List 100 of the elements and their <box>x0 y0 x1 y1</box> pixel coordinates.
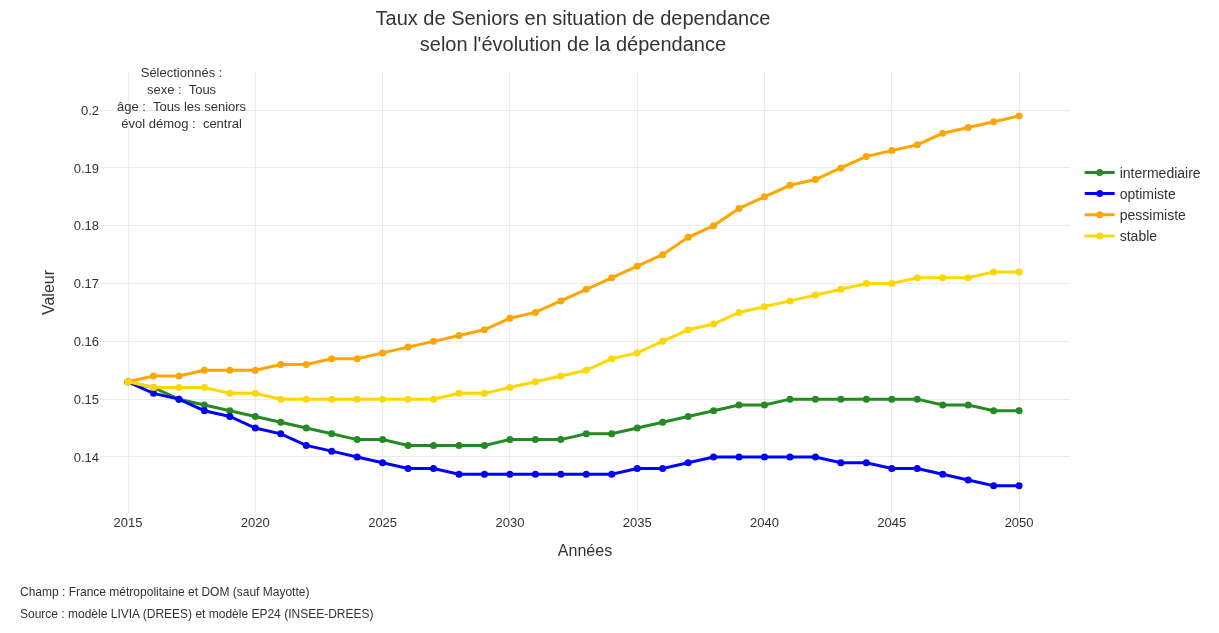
point <box>302 441 310 449</box>
point <box>328 355 336 363</box>
point <box>837 285 845 293</box>
point <box>786 453 794 461</box>
point <box>379 459 387 467</box>
point <box>760 453 768 461</box>
point <box>964 123 972 131</box>
point <box>735 308 743 316</box>
point <box>404 395 412 403</box>
y-tick-label: 0.18 <box>73 218 99 234</box>
y-tick-label: 0.14 <box>73 449 99 465</box>
point <box>837 395 845 403</box>
point <box>913 141 921 149</box>
legend-label: pessimiste <box>1119 207 1187 224</box>
point <box>277 395 285 403</box>
point <box>557 436 565 444</box>
point <box>608 470 616 478</box>
point <box>226 407 234 415</box>
point <box>404 441 412 449</box>
point <box>353 395 361 403</box>
point <box>659 418 667 426</box>
point <box>251 366 259 374</box>
point <box>862 395 870 403</box>
point <box>226 366 234 374</box>
point <box>353 436 361 444</box>
point <box>328 447 336 455</box>
point <box>480 470 488 478</box>
point <box>684 326 692 334</box>
point <box>684 233 692 241</box>
annotation: Sélectionnés : sexe : Tous âge : Tous les seniors évol démog : central <box>117 65 247 131</box>
point <box>862 152 870 160</box>
point <box>811 453 819 461</box>
point <box>964 401 972 409</box>
point <box>1015 407 1023 415</box>
point <box>786 181 794 189</box>
point <box>913 395 921 403</box>
point <box>531 436 539 444</box>
point <box>760 401 768 409</box>
point <box>531 308 539 316</box>
x-tick-label: 2030 <box>495 515 525 530</box>
point <box>582 430 590 438</box>
y-axis-title: Valeur <box>39 269 57 316</box>
source-note: Source : modèle LIVIA (DREES) et modèle EP24 (INSEE-DREES) <box>20 607 374 621</box>
point <box>455 441 463 449</box>
point <box>480 441 488 449</box>
point <box>251 389 259 397</box>
point <box>430 337 438 345</box>
point <box>633 465 641 472</box>
point <box>760 193 768 201</box>
point <box>582 366 590 374</box>
x-tick-label: 2015 <box>113 515 143 530</box>
point <box>608 430 616 438</box>
point <box>786 297 794 305</box>
point <box>811 291 819 299</box>
point <box>837 459 845 467</box>
point <box>353 355 361 363</box>
point <box>277 418 285 426</box>
point <box>226 412 234 420</box>
chart-title: Taux de Seniors en situation de dependance selon l'évolution de la dépendance <box>375 7 771 56</box>
y-tick-label: 0.16 <box>73 333 99 349</box>
point <box>328 395 336 403</box>
point <box>939 470 947 478</box>
x-tick-label: 2020 <box>240 515 270 530</box>
point <box>862 459 870 467</box>
point <box>633 424 641 432</box>
point <box>404 465 412 472</box>
y-tick-label: 0.15 <box>73 391 99 407</box>
point <box>659 465 667 472</box>
point <box>328 430 336 438</box>
point <box>430 395 438 403</box>
point <box>582 470 590 478</box>
point <box>990 407 998 415</box>
point <box>633 262 641 270</box>
point <box>862 280 870 288</box>
point <box>251 424 259 432</box>
point <box>939 274 947 282</box>
x-tick-label: 2025 <box>368 515 398 530</box>
y-tick-label: 0.2 <box>80 102 99 118</box>
x-tick-label: 2045 <box>877 515 907 530</box>
point <box>379 349 387 357</box>
point <box>480 389 488 397</box>
point <box>430 465 438 472</box>
point <box>149 389 157 397</box>
point <box>506 314 514 322</box>
point <box>277 430 285 438</box>
point <box>379 436 387 444</box>
point <box>888 280 896 288</box>
point <box>455 470 463 478</box>
point <box>200 384 208 392</box>
point <box>684 412 692 420</box>
point <box>786 395 794 403</box>
point <box>557 297 565 305</box>
point <box>964 476 972 484</box>
point <box>939 129 947 137</box>
point <box>837 164 845 172</box>
point <box>710 222 718 230</box>
point <box>990 268 998 276</box>
point <box>557 470 565 478</box>
point <box>455 332 463 340</box>
point <box>506 470 514 478</box>
